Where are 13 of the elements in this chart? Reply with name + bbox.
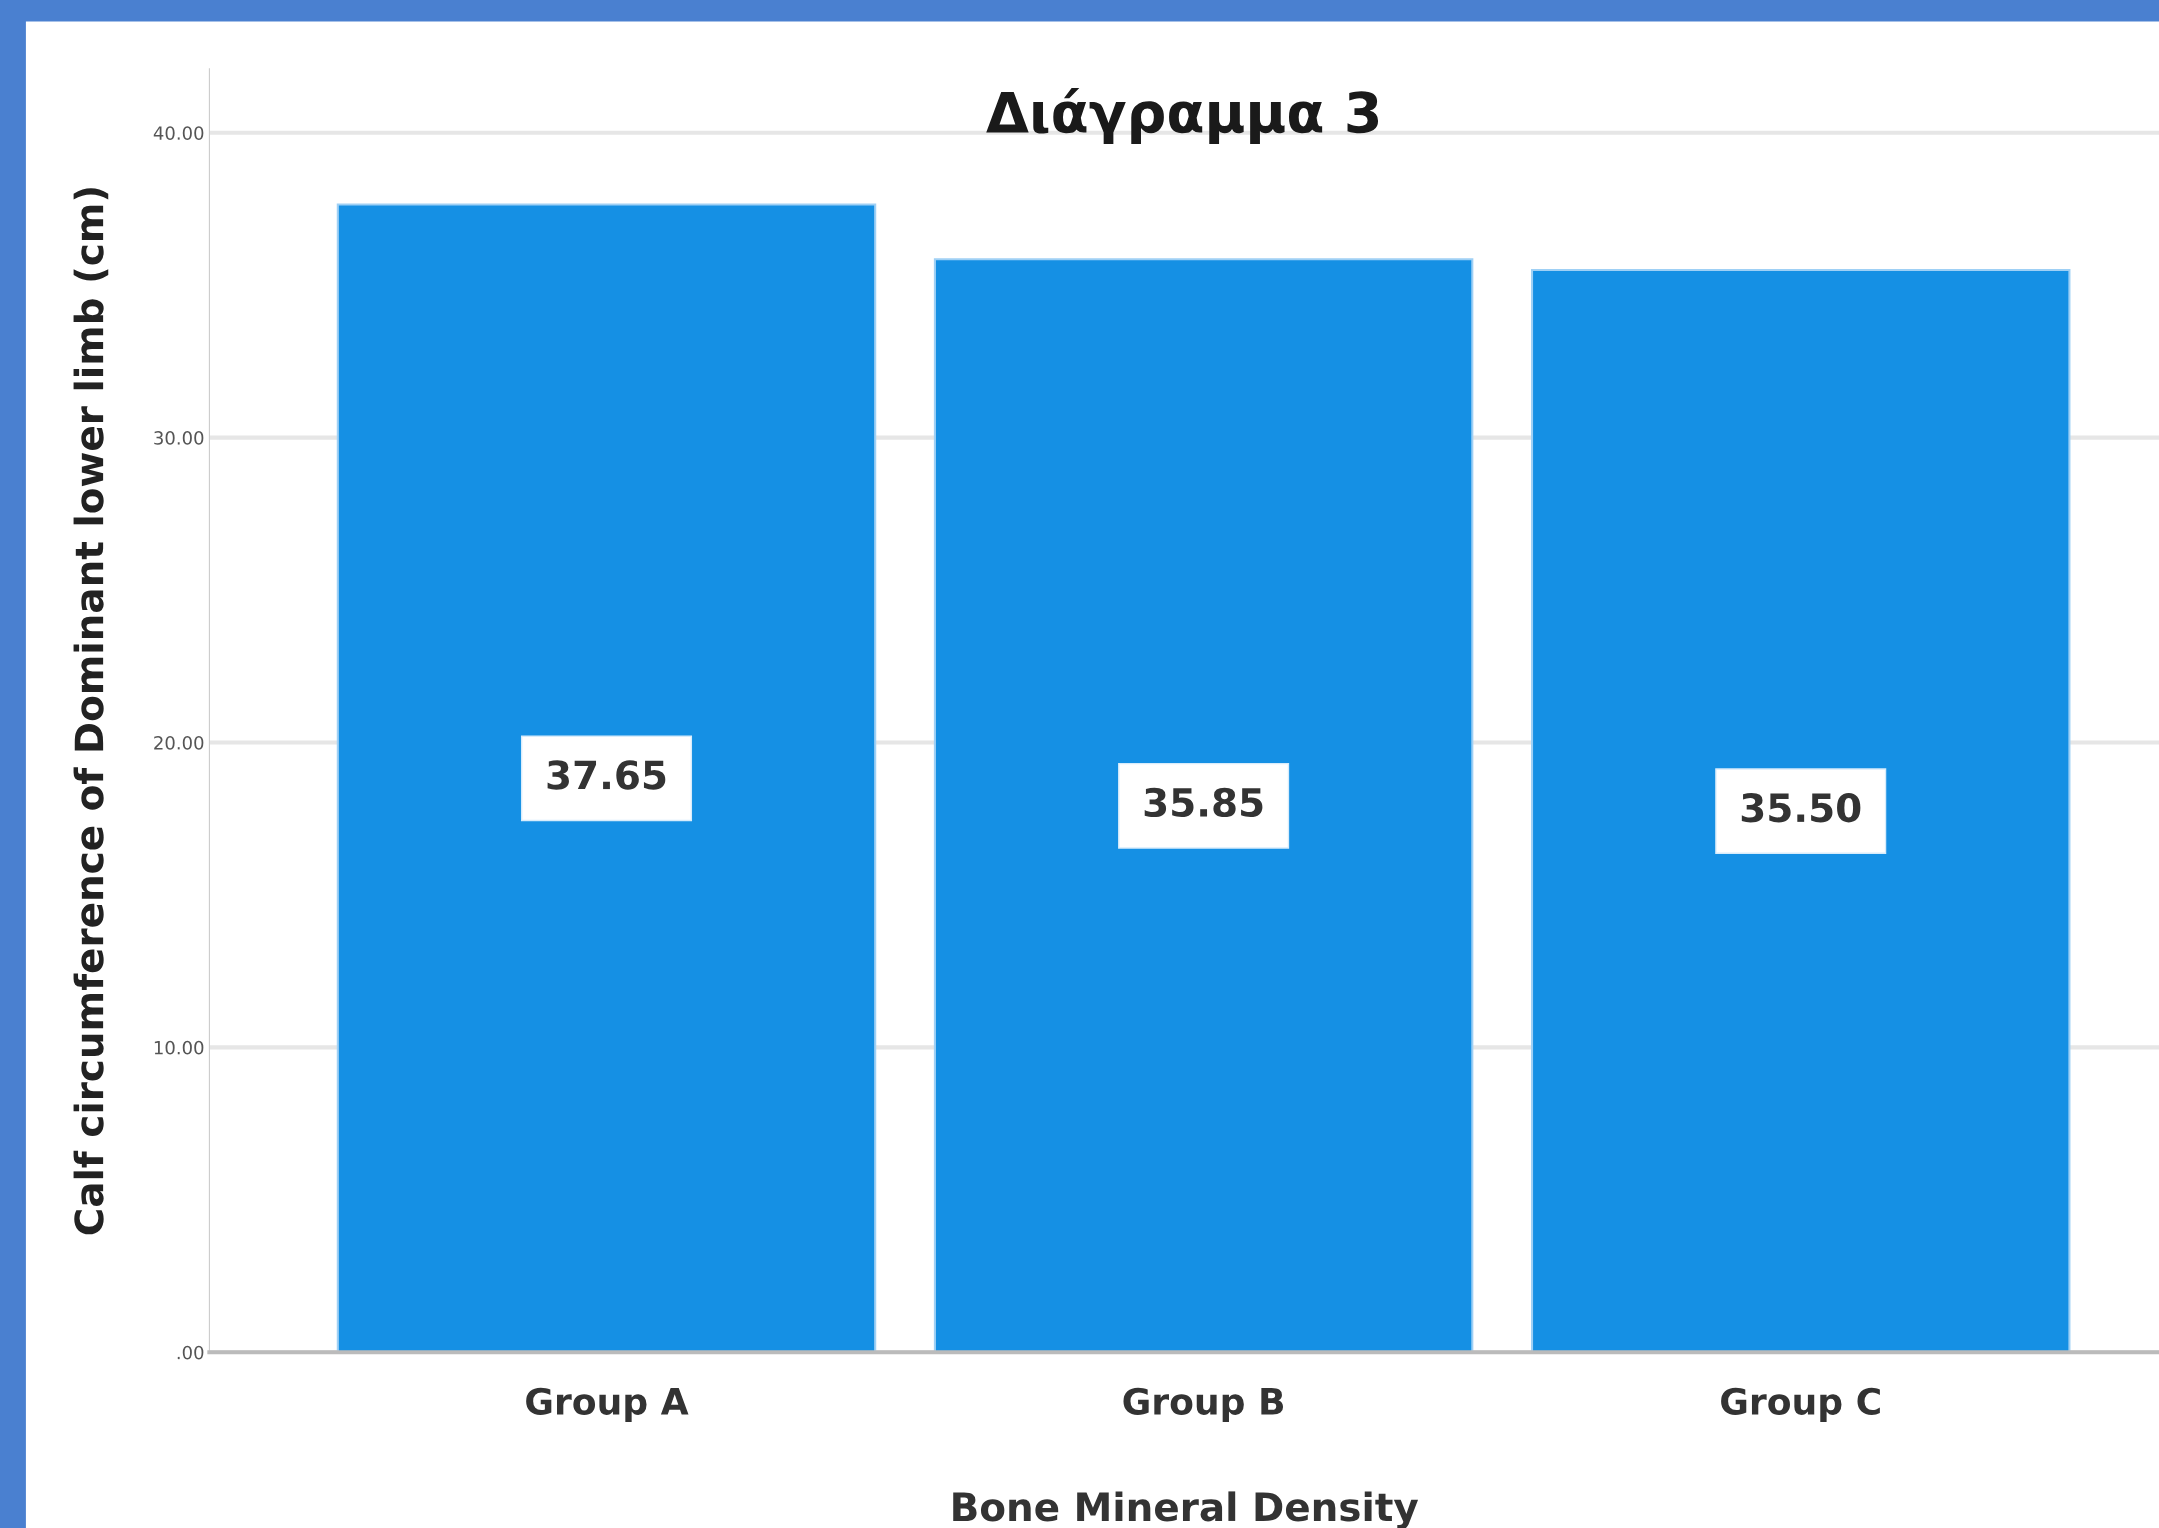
data-label: 37.65 xyxy=(547,760,666,790)
y-axis-title: Calf circumference of Dominant lower limb (cm) xyxy=(73,188,109,1235)
y-tick-label: 10.00 xyxy=(154,1040,204,1055)
y-tick-label: 20.00 xyxy=(154,735,204,750)
x-tick-label: Group C xyxy=(1721,1387,1880,1422)
data-label: 35.85 xyxy=(1144,787,1263,818)
y-tick-label: .00 xyxy=(177,1345,204,1360)
x-tick-label: Group B xyxy=(1123,1387,1284,1422)
data-label: 35.50 xyxy=(1741,793,1861,823)
x-tick-label: Group A xyxy=(526,1387,689,1422)
y-tick-label: 40.00 xyxy=(153,126,204,140)
y-tick-label: 30.00 xyxy=(154,431,204,445)
chart-title: Διάγραμμα 3 xyxy=(986,88,1379,145)
